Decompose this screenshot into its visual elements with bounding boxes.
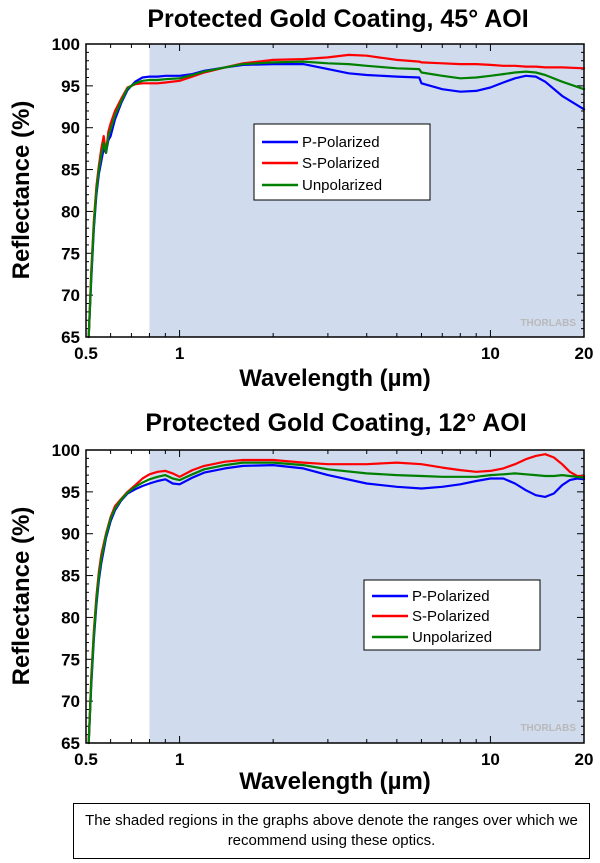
- chart-45-x-tick-labels: 0.5 1 10 20: [74, 344, 593, 363]
- chart-45-x-axis-label: Wavelength (µm): [239, 365, 431, 392]
- chart-45-x-tick-label: 1: [175, 344, 184, 363]
- chart-45-y-tick-label: 70: [61, 286, 80, 305]
- charts-canvas: Protected Gold Coating, 45° AOI THORLABS…: [8, 5, 593, 795]
- chart-12-x-axis-label: Wavelength (µm): [239, 768, 431, 795]
- chart-12-series: [87, 453, 586, 745]
- chart-12-y-tick-label: 80: [61, 608, 80, 627]
- chart-45-series-line-u: [87, 60, 586, 339]
- chart-45-y-tick-label: 65: [61, 328, 80, 347]
- chart-12-x-tick-label: 10: [481, 750, 500, 769]
- chart-45-y-tick-label: 75: [61, 244, 80, 263]
- chart-12-frame: [85, 449, 585, 744]
- chart-45-x-tick-label: 20: [575, 344, 594, 363]
- chart-12-watermark: THORLABS: [520, 723, 576, 734]
- chart-12-x-tick-labels: 0.5 1 10 20: [74, 750, 593, 769]
- chart-45-legend-label-p: P-Polarized: [302, 134, 380, 151]
- chart-45-x-tick-label: 10: [481, 344, 500, 363]
- chart-12-aoi: Protected Gold Coating, 12° AOI THORLABS…: [8, 409, 593, 795]
- chart-12-x-tick-label: 0.5: [74, 750, 98, 769]
- chart-12-y-axis-label: Reflectance (%): [8, 507, 35, 686]
- chart-12-x-tick-label: 20: [575, 750, 594, 769]
- chart-12-y-tick-label: 70: [61, 692, 80, 711]
- chart-45-y-axis-label: Reflectance (%): [8, 101, 35, 280]
- chart-45-y-tick-label: 80: [61, 202, 80, 221]
- chart-45-y-tick-label: 100: [52, 35, 80, 54]
- chart-45-y-tick-label: 90: [61, 119, 80, 138]
- chart-12-y-tick-label: 95: [61, 483, 80, 502]
- chart-12-x-tick-label: 1: [175, 750, 184, 769]
- chart-45-frame: [85, 43, 585, 338]
- chart-45-series: [87, 53, 586, 339]
- chart-12-legend-label-u: Unpolarized: [412, 629, 492, 646]
- chart-12-y-tick-label: 65: [61, 734, 80, 753]
- chart-45-legend-label-u: Unpolarized: [302, 177, 382, 194]
- chart-12-y-tick-labels: 65 70 75 80 85 90 95 100: [52, 441, 80, 753]
- caption-text: The shaded regions in the graphs above d…: [85, 812, 578, 849]
- chart-45-y-tick-label: 95: [61, 77, 80, 96]
- chart-12-y-tick-label: 90: [61, 525, 80, 544]
- chart-45-y-tick-labels: 65 70 75 80 85 90 95 100: [52, 35, 80, 347]
- chart-45-legend: P-Polarized S-Polarized Unpolarized: [253, 123, 431, 201]
- chart-45-title: Protected Gold Coating, 45° AOI: [147, 5, 528, 33]
- caption-box: The shaded regions in the graphs above d…: [73, 803, 590, 859]
- chart-12-y-tick-label: 75: [61, 650, 80, 669]
- chart-45-aoi: Protected Gold Coating, 45° AOI THORLABS…: [8, 5, 593, 392]
- chart-12-legend: P-Polarized S-Polarized Unpolarized: [363, 579, 541, 651]
- chart-12-legend-label-p: P-Polarized: [412, 588, 490, 605]
- chart-45-x-tick-label: 0.5: [74, 344, 98, 363]
- chart-45-legend-label-s: S-Polarized: [302, 155, 380, 172]
- chart-45-y-tick-label: 85: [61, 161, 80, 180]
- chart-12-series-line-u: [87, 461, 586, 745]
- chart-12-y-tick-label: 100: [52, 441, 80, 460]
- chart-12-title: Protected Gold Coating, 12° AOI: [145, 409, 526, 437]
- chart-12-legend-label-s: S-Polarized: [412, 608, 490, 625]
- chart-45-watermark: THORLABS: [520, 318, 576, 329]
- chart-12-y-tick-label: 85: [61, 567, 80, 586]
